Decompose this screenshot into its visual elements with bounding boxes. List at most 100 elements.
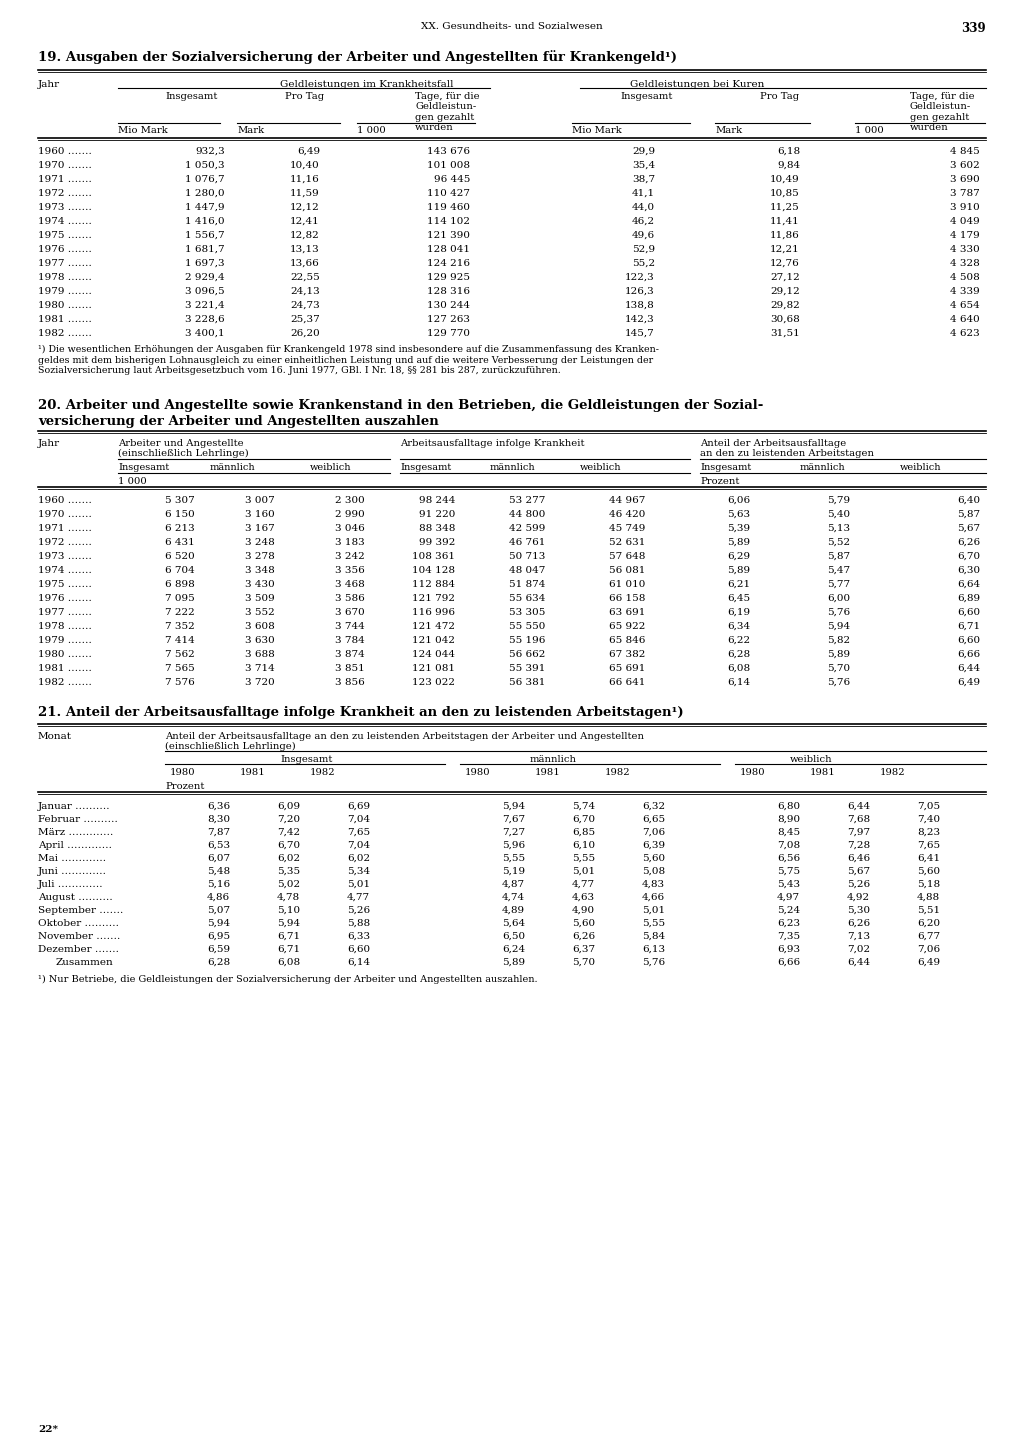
Text: 11,41: 11,41 <box>770 217 800 226</box>
Text: 4,89: 4,89 <box>502 907 525 915</box>
Text: 6,49: 6,49 <box>956 678 980 686</box>
Text: 1982 …….: 1982 ……. <box>38 678 92 686</box>
Text: Prozent: Prozent <box>700 476 739 486</box>
Text: 12,12: 12,12 <box>290 203 319 212</box>
Text: 3 356: 3 356 <box>335 566 365 576</box>
Text: 6 150: 6 150 <box>165 509 195 519</box>
Text: 6,14: 6,14 <box>727 678 750 686</box>
Text: 5,96: 5,96 <box>502 840 525 850</box>
Text: 122,3: 122,3 <box>626 273 655 282</box>
Text: 138,8: 138,8 <box>626 301 655 309</box>
Text: 5,94: 5,94 <box>207 920 230 928</box>
Text: 127 263: 127 263 <box>427 315 470 324</box>
Text: 52,9: 52,9 <box>632 245 655 255</box>
Text: 6 520: 6 520 <box>165 553 195 561</box>
Text: 5,88: 5,88 <box>347 920 370 928</box>
Text: 3 348: 3 348 <box>246 566 275 576</box>
Text: 7,04: 7,04 <box>347 840 370 850</box>
Text: 5,07: 5,07 <box>207 907 230 915</box>
Text: 13,66: 13,66 <box>290 259 319 268</box>
Text: 3 874: 3 874 <box>335 650 365 659</box>
Text: 21. Anteil der Arbeitsausfalltage infolge Krankheit an den zu leistenden Arbeits: 21. Anteil der Arbeitsausfalltage infolg… <box>38 707 684 720</box>
Text: 7 095: 7 095 <box>165 594 195 603</box>
Text: 46,2: 46,2 <box>632 217 655 226</box>
Text: 6,66: 6,66 <box>956 650 980 659</box>
Text: 66 641: 66 641 <box>608 678 645 686</box>
Text: 1975 …….: 1975 ……. <box>38 232 92 240</box>
Text: 1980 …….: 1980 ……. <box>38 301 92 309</box>
Text: 5,67: 5,67 <box>956 524 980 532</box>
Text: 6,49: 6,49 <box>297 147 319 155</box>
Text: Zusammen: Zusammen <box>56 958 114 967</box>
Text: 2 300: 2 300 <box>335 496 365 505</box>
Text: 1 697,3: 1 697,3 <box>185 259 225 268</box>
Text: 5,70: 5,70 <box>826 663 850 673</box>
Text: 7,08: 7,08 <box>777 840 800 850</box>
Text: 6,29: 6,29 <box>727 553 750 561</box>
Text: 1972 …….: 1972 ……. <box>38 538 92 547</box>
Text: 5,76: 5,76 <box>826 678 850 686</box>
Text: 52 631: 52 631 <box>608 538 645 547</box>
Text: 4 623: 4 623 <box>950 330 980 338</box>
Text: 10,40: 10,40 <box>290 161 319 170</box>
Text: Monat: Monat <box>38 732 72 741</box>
Text: 6,02: 6,02 <box>276 853 300 863</box>
Text: 6,93: 6,93 <box>777 945 800 954</box>
Text: 3 688: 3 688 <box>246 650 275 659</box>
Text: 5,75: 5,75 <box>777 868 800 876</box>
Text: 7 352: 7 352 <box>165 622 195 630</box>
Text: ¹) Die wesentlichen Erhöhungen der Ausgaben für Krankengeld 1978 sind insbesonde: ¹) Die wesentlichen Erhöhungen der Ausga… <box>38 345 659 376</box>
Text: 4 330: 4 330 <box>950 245 980 255</box>
Text: 3 608: 3 608 <box>246 622 275 630</box>
Text: 5,08: 5,08 <box>642 868 665 876</box>
Text: 7,42: 7,42 <box>276 827 300 837</box>
Text: 6,10: 6,10 <box>571 840 595 850</box>
Text: 5,55: 5,55 <box>571 853 595 863</box>
Text: 1975 …….: 1975 ……. <box>38 580 92 589</box>
Text: 57 648: 57 648 <box>608 553 645 561</box>
Text: XX. Gesundheits- und Sozialwesen: XX. Gesundheits- und Sozialwesen <box>421 22 603 32</box>
Text: 6,18: 6,18 <box>777 147 800 155</box>
Text: 4,78: 4,78 <box>276 894 300 902</box>
Text: 121 081: 121 081 <box>412 663 455 673</box>
Text: 24,73: 24,73 <box>290 301 319 309</box>
Text: 51 874: 51 874 <box>509 580 545 589</box>
Text: Jahr: Jahr <box>38 439 60 448</box>
Text: August ……….: August ………. <box>38 894 113 902</box>
Text: 6,60: 6,60 <box>956 636 980 645</box>
Text: 1978 …….: 1978 ……. <box>38 273 92 282</box>
Text: Arbeiter und Angestellte: Arbeiter und Angestellte <box>118 439 244 448</box>
Text: 104 128: 104 128 <box>412 566 455 576</box>
Text: 5,26: 5,26 <box>847 881 870 889</box>
Text: 7,40: 7,40 <box>916 814 940 825</box>
Text: 5,94: 5,94 <box>276 920 300 928</box>
Text: 6,26: 6,26 <box>847 920 870 928</box>
Text: 7,65: 7,65 <box>916 840 940 850</box>
Text: 1971 …….: 1971 ……. <box>38 524 92 532</box>
Text: 101 008: 101 008 <box>427 161 470 170</box>
Text: 6,44: 6,44 <box>847 802 870 812</box>
Text: 7 222: 7 222 <box>165 609 195 617</box>
Text: 6,89: 6,89 <box>956 594 980 603</box>
Text: 4 049: 4 049 <box>950 217 980 226</box>
Text: 4,74: 4,74 <box>502 894 525 902</box>
Text: 8,23: 8,23 <box>916 827 940 837</box>
Text: 55 634: 55 634 <box>509 594 545 603</box>
Text: 91 220: 91 220 <box>419 509 455 519</box>
Text: 5,87: 5,87 <box>956 509 980 519</box>
Text: 1977 …….: 1977 ……. <box>38 259 92 268</box>
Text: 67 382: 67 382 <box>608 650 645 659</box>
Text: 6,23: 6,23 <box>777 920 800 928</box>
Text: 3 228,6: 3 228,6 <box>185 315 225 324</box>
Text: September …….: September ……. <box>38 907 123 915</box>
Text: 5,40: 5,40 <box>826 509 850 519</box>
Text: 3 248: 3 248 <box>246 538 275 547</box>
Text: 7,02: 7,02 <box>847 945 870 954</box>
Text: 5,02: 5,02 <box>276 881 300 889</box>
Text: 5,89: 5,89 <box>727 538 750 547</box>
Text: 6,39: 6,39 <box>642 840 665 850</box>
Text: Anteil der Arbeitsausfalltage: Anteil der Arbeitsausfalltage <box>700 439 846 448</box>
Text: 6,59: 6,59 <box>207 945 230 954</box>
Text: 3 714: 3 714 <box>246 663 275 673</box>
Text: 6,60: 6,60 <box>956 609 980 617</box>
